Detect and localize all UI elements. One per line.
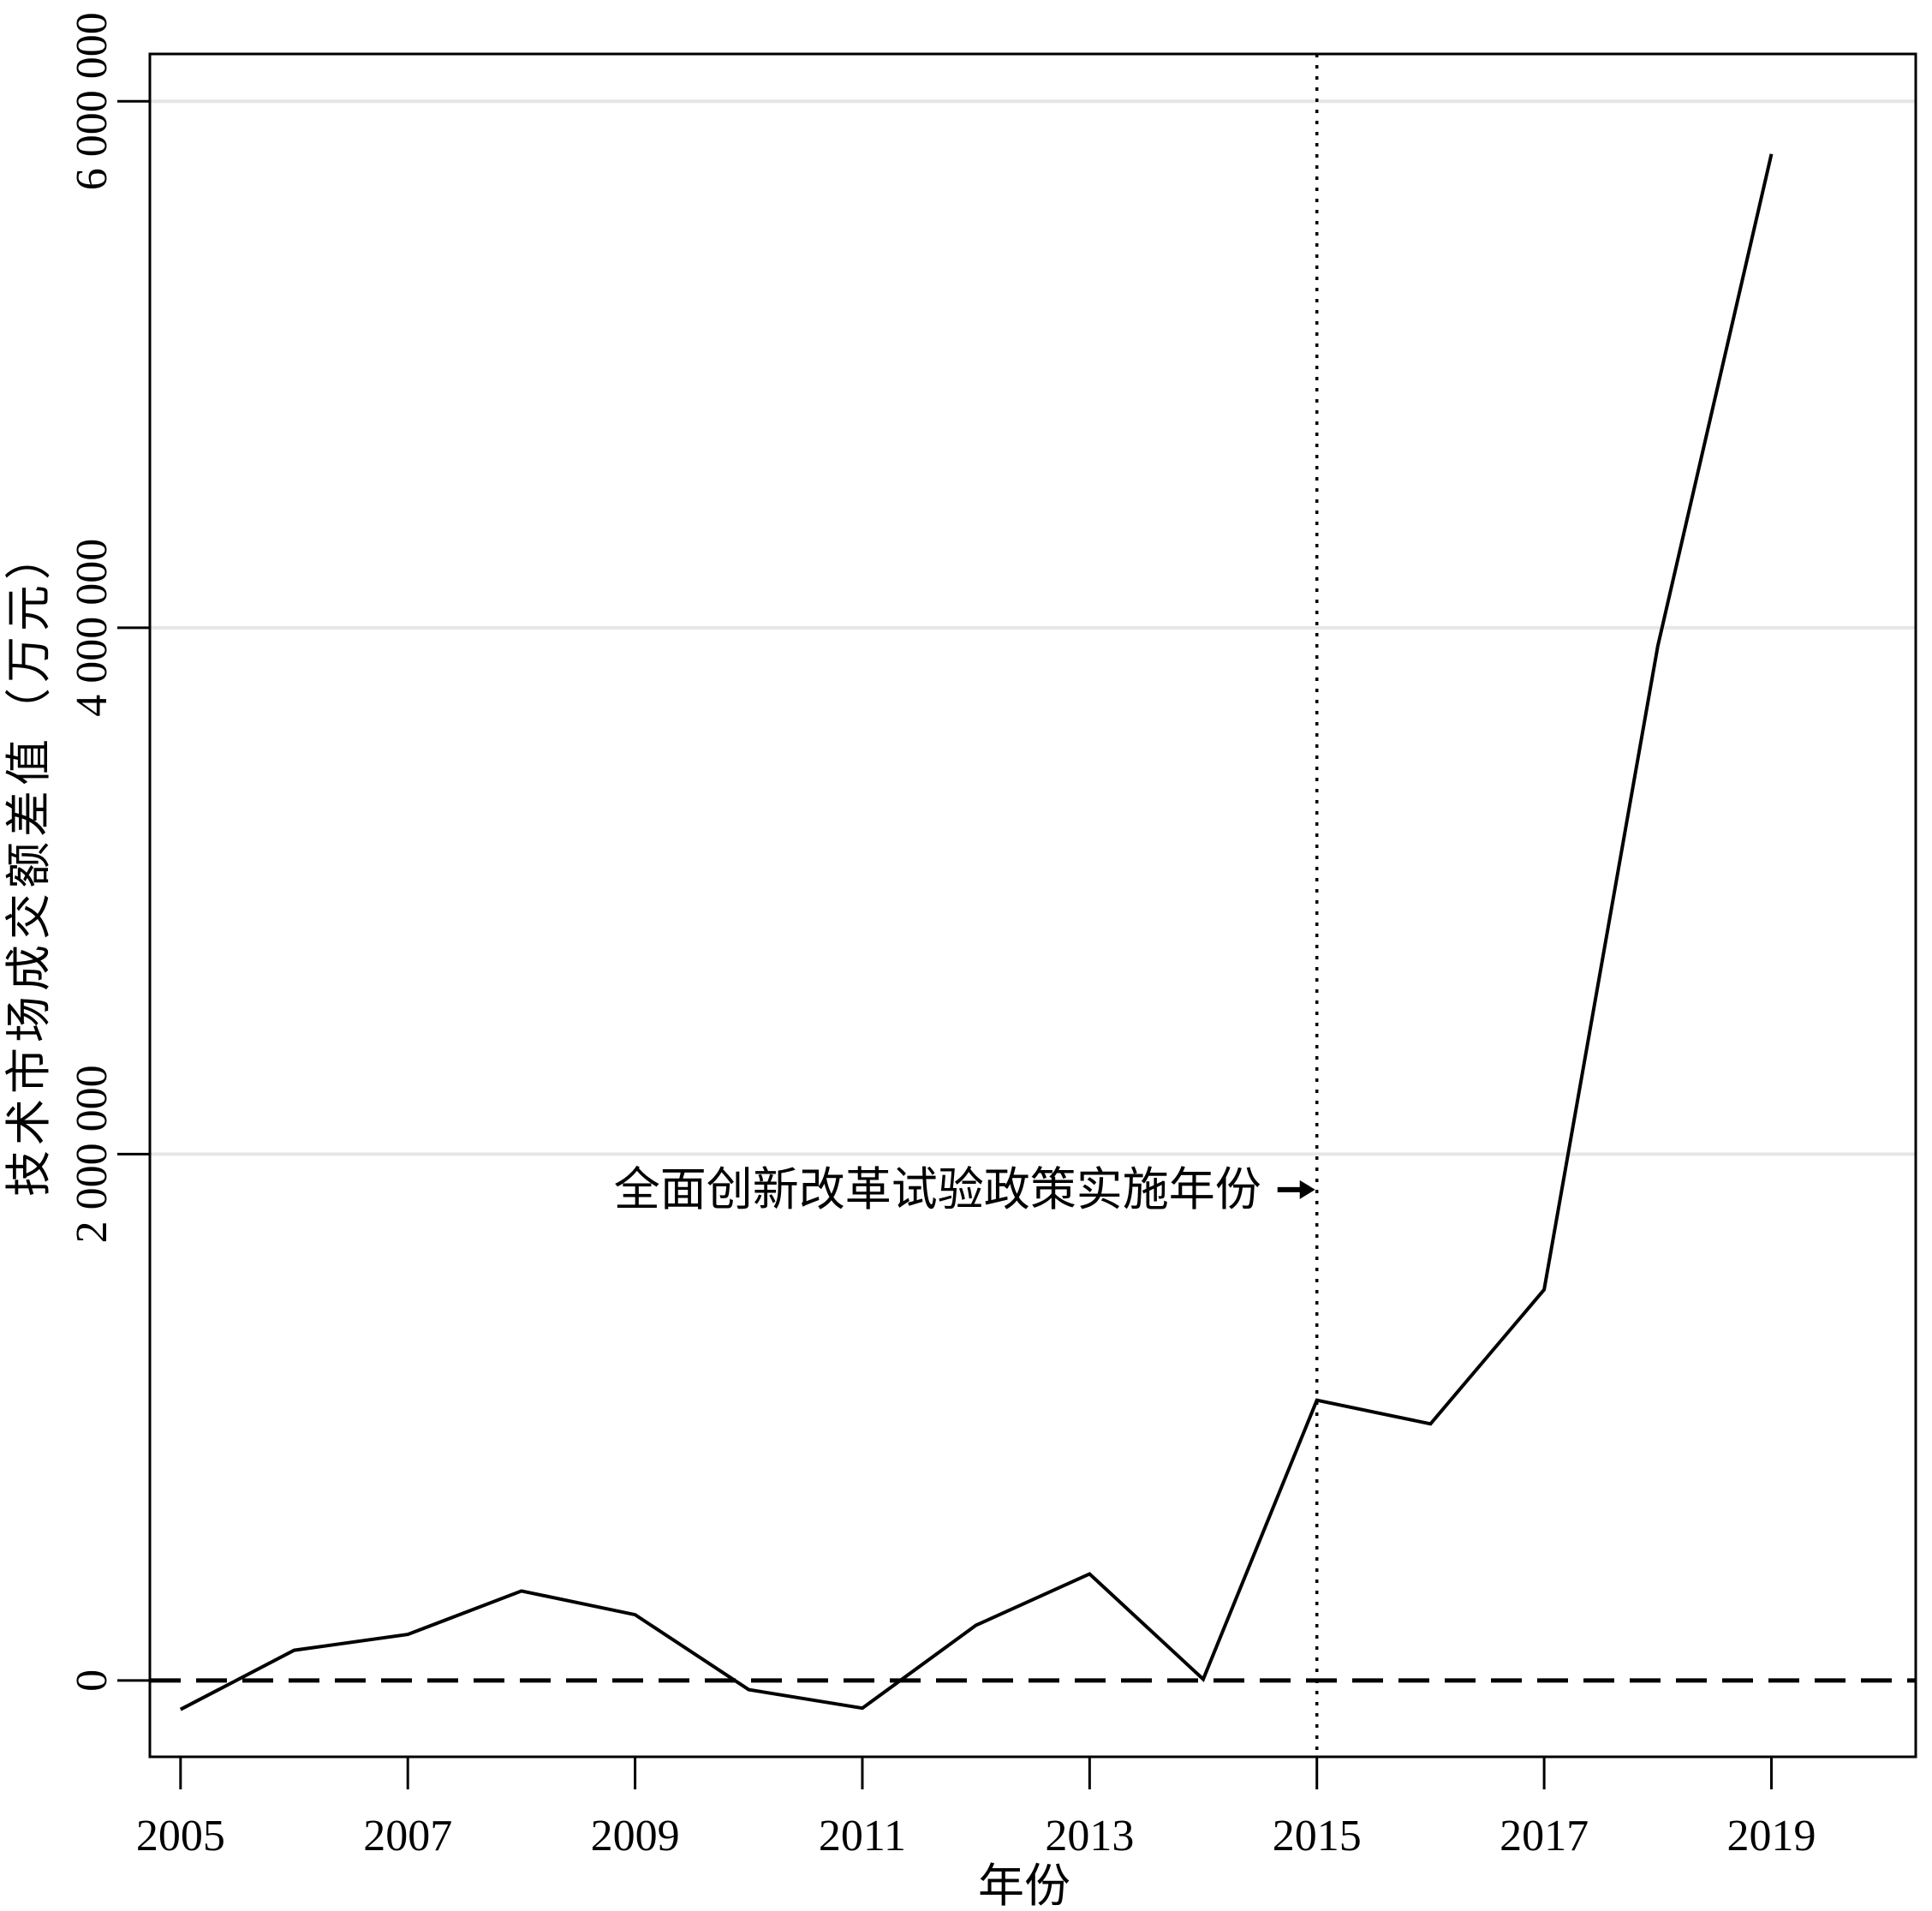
x-tick-label: 2009 bbox=[591, 1812, 680, 1860]
grid-lines bbox=[150, 99, 1916, 1156]
series-line bbox=[179, 153, 1774, 1711]
y-tick-label: 6 000 000 bbox=[68, 12, 116, 190]
y-tick-label: 2 000 000 bbox=[68, 1065, 116, 1243]
x-tick-label: 2015 bbox=[1273, 1812, 1362, 1860]
annotation: 全面创新改革试验政策实施年份 bbox=[614, 1162, 1315, 1216]
plot-frame bbox=[148, 52, 1917, 1759]
x-tick-label: 2007 bbox=[363, 1812, 452, 1860]
y-tick-label: 4 000 000 bbox=[68, 539, 116, 717]
annotation-label: 全面创新改革试验政策实施年份 bbox=[614, 1162, 1261, 1216]
annotation-arrow-head-icon bbox=[1299, 1179, 1315, 1199]
x-axis-title: 年份 bbox=[978, 1859, 1070, 1911]
y-axis-title: 技术市场成交额差值（万元） bbox=[2, 529, 56, 1197]
x-axis: 2005 2007 2009 2011 2013 2015 2017 2019 bbox=[136, 1757, 1816, 1860]
x-tick-label: 2013 bbox=[1045, 1812, 1134, 1860]
x-tick-label: 2005 bbox=[136, 1812, 225, 1860]
y-tick-label: 0 bbox=[68, 1669, 116, 1692]
x-tick-label: 2011 bbox=[819, 1812, 906, 1860]
reference-lines bbox=[150, 54, 1916, 1757]
x-tick-label: 2017 bbox=[1500, 1812, 1589, 1860]
y-axis: 0 2 000 000 4 000 000 6 000 000 bbox=[68, 12, 150, 1692]
x-tick-label: 2019 bbox=[1726, 1812, 1816, 1860]
series-layer bbox=[179, 153, 1774, 1711]
